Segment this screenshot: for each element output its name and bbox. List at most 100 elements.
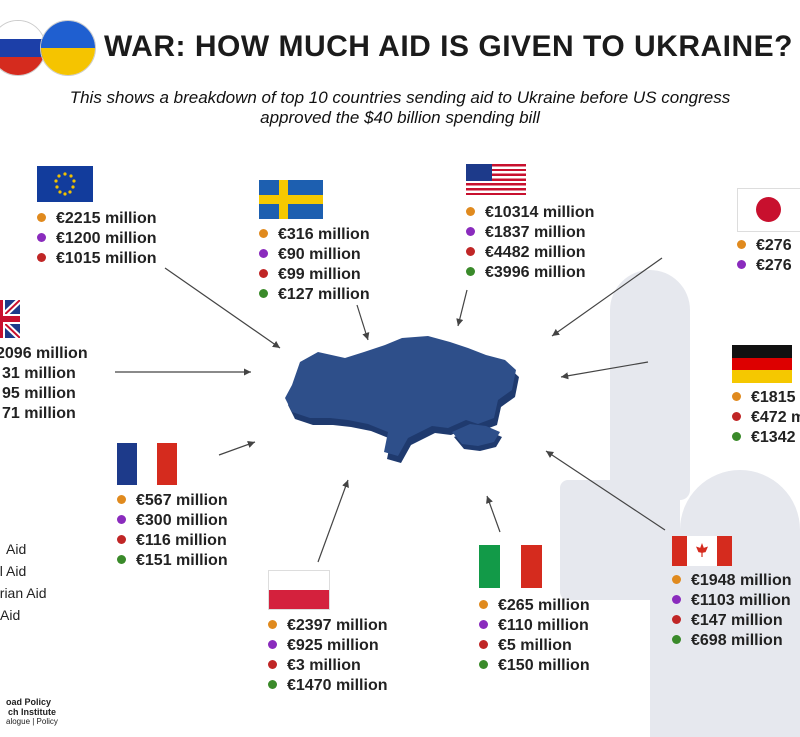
other-aid-dot [466,267,475,277]
aid-row: 2096 million [0,345,88,362]
aid-row: €1015 million [37,249,157,269]
aid-row: €1200 million [37,229,157,249]
aid-row: €276 [737,236,792,256]
other-aid-dot [259,289,268,299]
military-aid-dot [479,600,488,610]
military-aid-dot [37,213,46,223]
pointer-arrows [115,257,666,563]
aid-row: €316 million [259,225,370,245]
eu-flag-icon [37,166,93,202]
military-aid-dot [466,207,475,217]
aid-row: €150 million [479,656,590,676]
other-aid-dot [672,635,681,645]
military-aid-dot [268,620,277,630]
military-aid-dot [672,575,681,585]
humanitarian-aid-dot [672,615,681,625]
uk-flag-icon [0,300,20,338]
poland-flag-icon [268,570,330,610]
military-aid-dot [737,240,746,250]
humanitarian-aid-dot [732,412,741,422]
legend-item: Aid [6,541,27,557]
aid-row: €147 million [672,611,792,631]
publisher-logo: oad Policy ch Institute alogue | Policy [6,697,58,726]
aid-row: €90 million [259,245,370,265]
page-title: WAR: HOW MUCH AID IS GIVEN TO UKRAINE? [104,30,793,63]
aid-row: 71 million [2,405,76,422]
military-aid-dot [732,392,741,402]
aid-row: €265 million [479,596,590,616]
usa-flag-icon [466,164,526,195]
legend-item: al Aid [0,563,27,579]
military-aid-dot [259,229,268,239]
aid-row: €472 m [732,408,800,428]
financial-aid-dot [672,595,681,605]
financial-aid-dot [37,233,46,243]
aid-row: €3 million [268,656,388,676]
financial-aid-dot [268,640,277,650]
aid-row: €2397 million [268,616,388,636]
other-aid-dot [117,555,126,565]
aid-row: €99 million [259,265,370,285]
military-aid-dot [117,495,126,505]
arrow-usa [456,289,468,327]
aid-row: €925 million [268,636,388,656]
italy-flag-icon [479,545,542,588]
humanitarian-aid-dot [466,247,475,257]
other-aid-dot [268,680,277,690]
aid-row: €2215 million [37,209,157,229]
aid-row: €110 million [479,616,590,636]
ukraine-map-icon [285,336,519,463]
aid-row: €1103 million [672,591,792,611]
financial-aid-dot [737,260,746,270]
background-building [650,560,800,737]
humanitarian-aid-dot [117,535,126,545]
aid-row: €1948 million [672,571,792,591]
aid-row: €3996 million [466,263,594,283]
background-monument [610,270,690,500]
arrow-france [218,441,256,456]
aid-row: €276 [737,256,792,276]
legend-item: arian Aid [0,585,47,601]
arrow-canada [545,450,666,531]
japan-flag-icon [737,188,800,232]
aid-row: €698 million [672,631,792,651]
arrow-sweden [356,304,370,341]
other-aid-dot [479,660,488,670]
humanitarian-aid-dot [37,253,46,263]
aid-row: €4482 million [466,243,594,263]
arrow-poland [317,479,349,563]
aid-row: €127 million [259,285,370,305]
aid-row: €116 million [117,531,228,551]
humanitarian-aid-dot [259,269,268,279]
sweden-flag-icon [259,180,323,219]
aid-row: €300 million [117,511,228,531]
financial-aid-dot [466,227,475,237]
germany-flag-icon [732,345,792,383]
arrow-germany [560,361,649,380]
financial-aid-dot [479,620,488,630]
financial-aid-dot [259,249,268,259]
aid-row: €151 million [117,551,228,571]
aid-row: €1837 million [466,223,594,243]
arrow-japan [551,257,663,337]
humanitarian-aid-dot [268,660,277,670]
subtitle: This shows a breakdown of top 10 countri… [69,88,731,127]
canada-flag-icon [672,536,732,566]
aid-row: €10314 million [466,203,594,223]
arrow-italy [486,495,501,533]
aid-row: €5 million [479,636,590,656]
humanitarian-aid-dot [479,640,488,650]
aid-row: €1815 [732,388,800,408]
arrow-eu [164,267,281,349]
aid-row: €567 million [117,491,228,511]
aid-row: €1342 [732,428,800,448]
aid-row: 95 million [2,385,76,402]
other-aid-dot [732,432,741,442]
legend: Aid al Aid arian Aid Aid [0,538,46,626]
aid-row: 31 million [2,365,76,382]
legend-item: Aid [0,607,21,623]
financial-aid-dot [117,515,126,525]
france-flag-icon [117,443,177,485]
aid-row: €1470 million [268,676,388,696]
